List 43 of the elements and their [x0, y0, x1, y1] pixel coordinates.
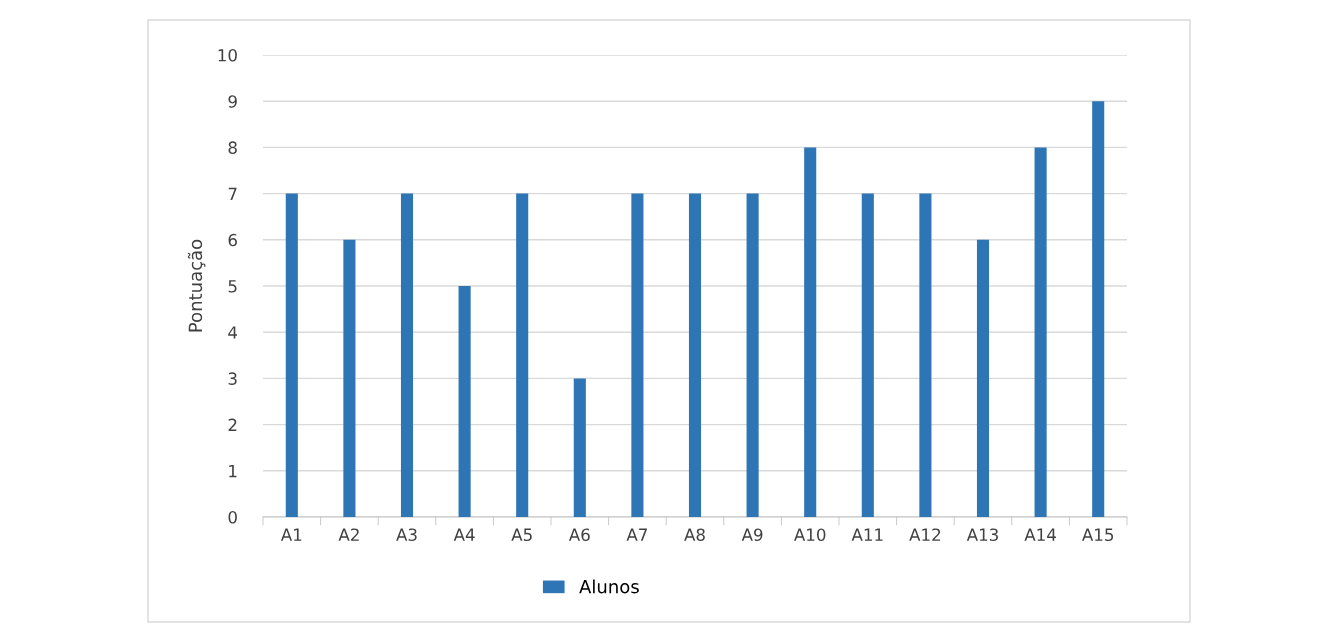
- x-tick-label: A6: [568, 528, 590, 542]
- x-tick-label: A15: [1082, 528, 1114, 542]
- bar: [458, 286, 471, 517]
- bar: [861, 193, 874, 517]
- bar: [343, 239, 356, 517]
- x-tick-label: A3: [396, 528, 417, 542]
- bar: [285, 193, 298, 517]
- bar: [746, 193, 759, 517]
- x-tick-label: A14: [1024, 528, 1056, 541]
- bar: [516, 193, 529, 517]
- bar: [1034, 147, 1047, 517]
- bar: [400, 193, 414, 517]
- bar: [1092, 101, 1105, 517]
- y-tick-label: 9: [228, 95, 237, 108]
- y-tick-label: 7: [228, 187, 237, 200]
- y-tick-label: 2: [228, 418, 237, 431]
- y-tick-label: 0: [228, 510, 237, 524]
- x-tick-label: A4: [453, 528, 475, 541]
- bar: [804, 147, 817, 517]
- x-tick-label: A11: [851, 528, 883, 541]
- bar: [976, 239, 990, 517]
- y-tick-label: 3: [228, 372, 237, 385]
- bar: [573, 378, 586, 517]
- legend-label: Alunos: [579, 579, 639, 594]
- x-tick-label: A7: [626, 528, 647, 541]
- y-tick-label: 1: [229, 464, 237, 478]
- x-tick-label: A12: [909, 528, 941, 541]
- x-tick-label: A2: [338, 528, 359, 541]
- x-tick-label: A8: [684, 528, 705, 542]
- bar: [919, 193, 932, 517]
- y-tick-label: 8: [228, 141, 237, 154]
- x-tick-label: A5: [511, 528, 532, 542]
- y-tick-label: 4: [228, 326, 238, 339]
- y-tick-label: 10: [218, 48, 237, 62]
- bar: [631, 193, 644, 517]
- y-tick-label: 5: [228, 280, 237, 293]
- bar: [688, 193, 702, 517]
- y-axis-title: Pontuação: [187, 239, 206, 332]
- y-tick-label: 6: [228, 233, 237, 247]
- x-tick-label: A9: [741, 528, 763, 542]
- x-tick-label: A1: [280, 528, 302, 541]
- x-tick-label: A13: [966, 528, 998, 542]
- x-tick-label: A10: [794, 528, 826, 542]
